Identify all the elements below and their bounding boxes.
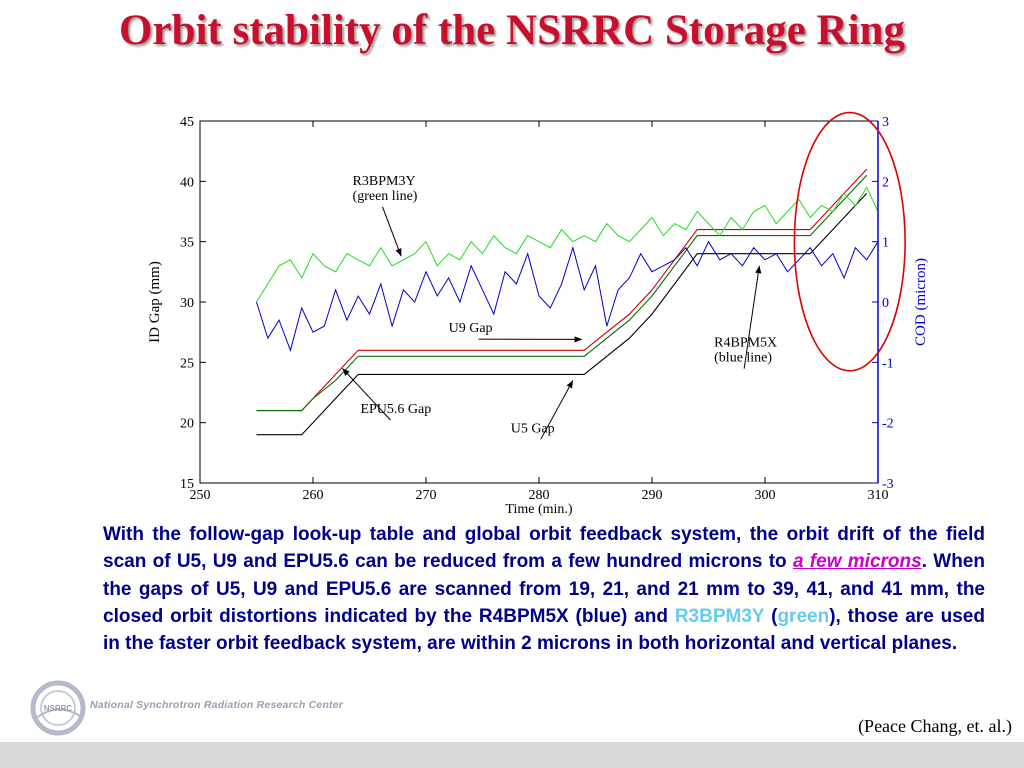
y-tick-label: 15 [180, 477, 194, 492]
logo-text: NSRRC [44, 704, 73, 713]
cod-series-group [256, 186, 879, 352]
x-tick-label: 280 [529, 488, 550, 503]
u5-arrow-head [566, 380, 573, 389]
description-paragraph: With the follow-gap look-up table and gl… [103, 521, 985, 657]
x-tick-label: 260 [303, 488, 324, 503]
paragraph-text-2: . When the gaps of U5, U9 and EPU5.6 are… [103, 551, 985, 627]
right-y-tick-label: 3 [882, 115, 889, 130]
right-y-tick-label: -1 [882, 356, 894, 371]
y-tick-label: 20 [180, 417, 194, 432]
bpm-name-highlight: R3BPM3Y [674, 605, 765, 627]
y-tick-label: 45 [180, 115, 194, 130]
u9-arrow-head [574, 336, 582, 343]
r4-annotation-label: R4BPM5X [714, 336, 777, 351]
u5-gap-line [256, 193, 868, 436]
y-tick-label: 25 [180, 356, 194, 371]
u9-annotation-label: U9 Gap [449, 321, 493, 336]
few-microns-link[interactable]: a few microns [792, 551, 922, 573]
r3bpm3y-cod-line [256, 186, 879, 303]
x-tick-label: 270 [416, 488, 437, 503]
organization-name: National Synchrotron Radiation Research … [90, 699, 344, 711]
slide-title: Orbit stability of the NSRRC Storage Rin… [119, 7, 905, 54]
right-y-tick-label: 2 [882, 175, 889, 190]
r3-annotation-arrow [382, 206, 402, 257]
paragraph-text-1: With the follow-gap look-up table and gl… [103, 524, 985, 573]
u5-annotation-arrow [540, 380, 574, 440]
r4-annotation-arrow [743, 265, 760, 369]
author-credit: (Peace Chang, et. al.) [858, 716, 1012, 736]
x-tick-label: 250 [190, 488, 211, 503]
paragraph-text-4: ), those are used in the faster orbit fe… [103, 605, 985, 655]
r4-annotation-label: (blue line) [714, 351, 772, 366]
y-tick-label: 40 [180, 175, 194, 190]
y-tick-label: 30 [180, 296, 194, 311]
x-tick-label: 290 [642, 488, 663, 503]
right-y-axis-label: COD (micron) [913, 258, 929, 346]
gap-series-group [256, 168, 868, 436]
annotations-group: R3BPM3Y(green line) U9 Gap R4BPM5X(blue li… [342, 174, 777, 440]
x-axis-label: Time (min.) [505, 502, 572, 517]
epu-gap-line [256, 174, 868, 412]
r4bpm5x-cod-line [256, 240, 879, 352]
epu-annotation-arrow [342, 368, 391, 421]
x-tick-label: 310 [868, 488, 889, 503]
highlight-ellipse [793, 111, 906, 372]
right-y-tick-label: -3 [882, 477, 894, 492]
x-tick-label: 300 [755, 488, 776, 503]
epu-arrow-head [342, 368, 350, 376]
footer-band [0, 742, 1024, 768]
r4-arrow-head [755, 265, 762, 274]
y-axis-label: ID Gap (mm) [147, 261, 163, 343]
u5-annotation-label: U5 Gap [511, 421, 555, 436]
axis-ticks-group: 250 260 270 280 290 300 31015202530354045-3-2-… [180, 115, 894, 503]
gap-cod-chart: 250 260 270 280 290 300 31015202530354045-3-2-… [147, 111, 929, 517]
right-y-tick-label: 1 [882, 236, 889, 251]
paragraph-text-3: ( [764, 605, 778, 627]
green-word-highlight: green [777, 605, 830, 627]
r3-arrow-head [395, 248, 402, 257]
right-y-tick-label: 0 [882, 296, 889, 311]
r3-annotation-label: R3BPM3Y [353, 174, 416, 189]
y-tick-label: 35 [180, 236, 194, 251]
r3-annotation-label: (green line) [353, 189, 418, 204]
right-y-tick-label: -2 [882, 417, 894, 432]
nsrrc-logo: NSRRC [30, 680, 86, 736]
epu-annotation-label: EPU5.6 Gap [360, 402, 431, 417]
